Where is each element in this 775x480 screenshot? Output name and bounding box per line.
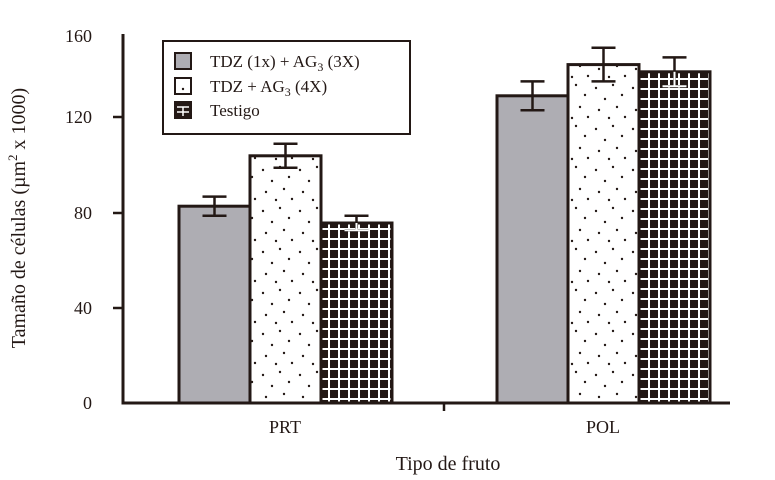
legend-label: TDZ + AG3 (4X): [210, 77, 327, 99]
bar-group-pol: [495, 46, 712, 405]
x-tick-label-prt: PRT: [269, 417, 301, 437]
y-axis-title: Tamaño de células (µm2 x 1000): [5, 88, 30, 348]
error-bar: [344, 214, 369, 232]
y-tick-label: 80: [74, 203, 92, 223]
y-tick-label: 160: [65, 26, 92, 46]
bar-pol-series-2: [566, 63, 641, 405]
bar-prt-series-3: [319, 221, 394, 405]
error-bar: [520, 80, 545, 112]
legend-label: Testigo: [210, 101, 260, 120]
bar-prt-series-1: [177, 204, 252, 405]
x-axis-title: Tipo de fruto: [396, 453, 501, 475]
error-bar: [591, 46, 616, 83]
bar-group-prt: [177, 142, 394, 405]
bar-pol-series-3: [637, 70, 712, 405]
error-bar: [662, 56, 687, 88]
legend-swatch-dots: [174, 77, 192, 95]
legend-label: TDZ (1x) + AG3 (3X): [210, 52, 360, 74]
y-tick-label: 0: [83, 393, 92, 413]
y-tick-label: 120: [65, 107, 92, 127]
axis-labels: PRT POL Tipo de fruto Tamaño de células (µm…: [5, 88, 620, 475]
legend-item-3: Testigo: [174, 101, 260, 120]
legend-box: [162, 40, 411, 135]
x-tick-label-pol: POL: [586, 417, 620, 437]
y-tick-label: 40: [74, 298, 92, 318]
legend-item-2: TDZ + AG3 (4X): [174, 77, 327, 99]
legend-item-1: TDZ (1x) + AG3 (3X): [174, 52, 360, 74]
legend: TDZ (1x) + AG3 (3X) TDZ + AG3 (4X) Testigo: [162, 40, 411, 135]
bar-prt-series-2: [248, 154, 323, 405]
legend-swatch-solid-grey: [174, 52, 192, 70]
bar-pol-series-1: [495, 94, 570, 405]
error-bar: [273, 142, 298, 170]
axes: 0 40 80 120 160: [65, 26, 730, 413]
plot-area: [177, 46, 712, 405]
error-bar: [202, 195, 227, 218]
